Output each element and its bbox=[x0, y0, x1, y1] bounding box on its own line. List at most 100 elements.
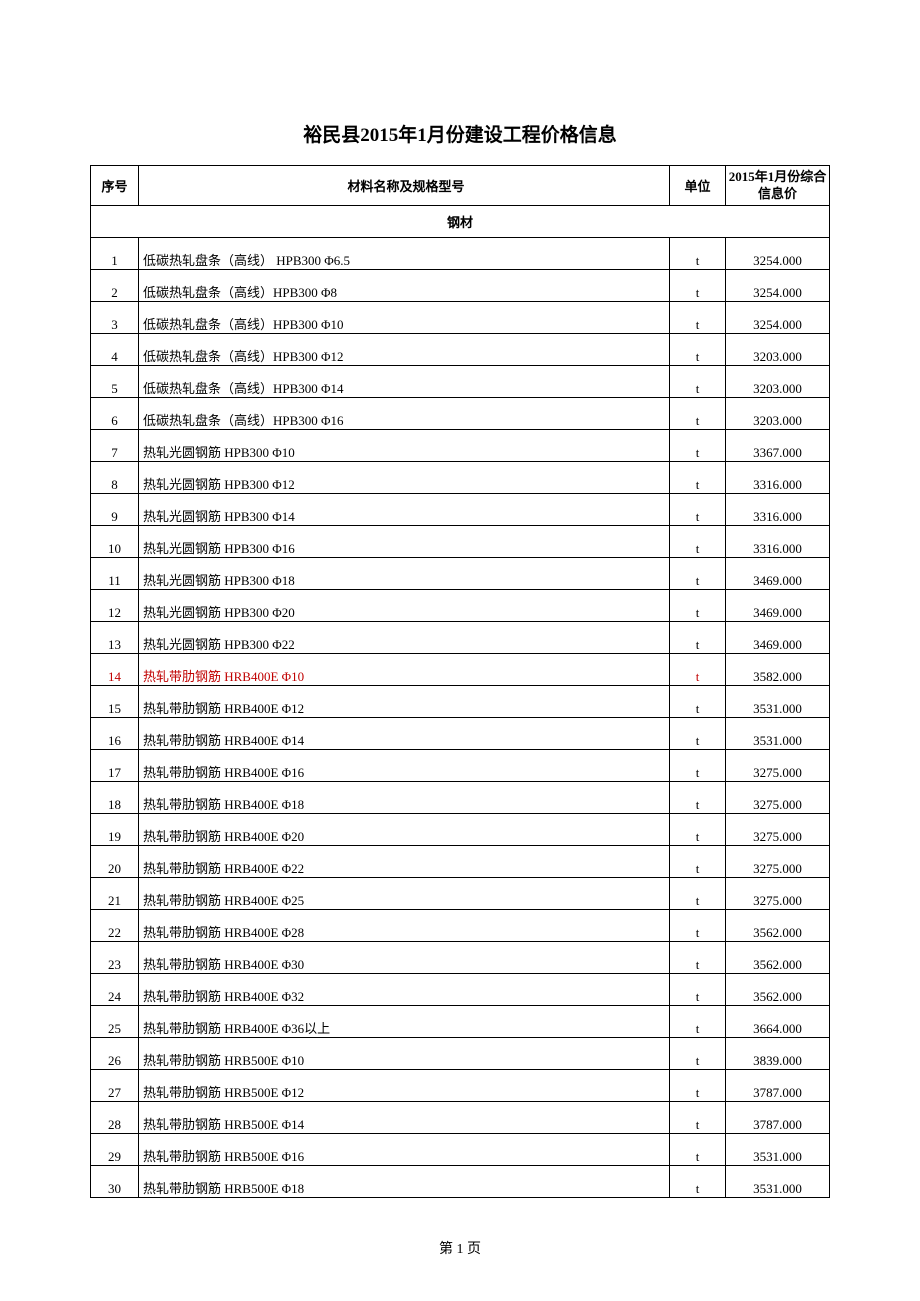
cell-unit: t bbox=[670, 1070, 726, 1102]
cell-unit: t bbox=[670, 238, 726, 270]
cell-unit: t bbox=[670, 270, 726, 302]
cell-seq: 3 bbox=[91, 302, 139, 334]
cell-unit: t bbox=[670, 1134, 726, 1166]
cell-seq: 15 bbox=[91, 686, 139, 718]
table-row: 30热轧带肋钢筋 HRB500E Φ18t3531.000 bbox=[91, 1166, 830, 1198]
cell-seq: 5 bbox=[91, 366, 139, 398]
table-row: 16热轧带肋钢筋 HRB400E Φ14t3531.000 bbox=[91, 718, 830, 750]
table-row: 10热轧光圆钢筋 HPB300 Φ16t3316.000 bbox=[91, 526, 830, 558]
cell-unit: t bbox=[670, 942, 726, 974]
cell-seq: 11 bbox=[91, 558, 139, 590]
table-row: 22热轧带肋钢筋 HRB400E Φ28t3562.000 bbox=[91, 910, 830, 942]
price-table: 序号 材料名称及规格型号 单位 2015年1月份综合信息价 钢材 1低碳热轧盘条… bbox=[90, 165, 830, 1198]
cell-name: 热轧光圆钢筋 HPB300 Φ22 bbox=[139, 622, 670, 654]
cell-seq: 7 bbox=[91, 430, 139, 462]
cell-price: 3839.000 bbox=[726, 1038, 830, 1070]
cell-unit: t bbox=[670, 686, 726, 718]
cell-seq: 9 bbox=[91, 494, 139, 526]
cell-unit: t bbox=[670, 590, 726, 622]
cell-name: 热轧带肋钢筋 HRB500E Φ14 bbox=[139, 1102, 670, 1134]
cell-seq: 30 bbox=[91, 1166, 139, 1198]
table-row: 6低碳热轧盘条（高线）HPB300 Φ16t3203.000 bbox=[91, 398, 830, 430]
table-row: 20热轧带肋钢筋 HRB400E Φ22t3275.000 bbox=[91, 846, 830, 878]
cell-seq: 17 bbox=[91, 750, 139, 782]
page-title: 裕民县2015年1月份建设工程价格信息 bbox=[90, 120, 830, 147]
cell-price: 3531.000 bbox=[726, 686, 830, 718]
cell-seq: 22 bbox=[91, 910, 139, 942]
cell-seq: 21 bbox=[91, 878, 139, 910]
cell-price: 3203.000 bbox=[726, 334, 830, 366]
table-row: 17热轧带肋钢筋 HRB400E Φ16t3275.000 bbox=[91, 750, 830, 782]
header-unit: 单位 bbox=[670, 166, 726, 206]
cell-name: 热轧带肋钢筋 HRB400E Φ16 bbox=[139, 750, 670, 782]
section-header: 钢材 bbox=[91, 206, 830, 238]
cell-name: 热轧带肋钢筋 HRB400E Φ25 bbox=[139, 878, 670, 910]
cell-price: 3562.000 bbox=[726, 974, 830, 1006]
cell-price: 3531.000 bbox=[726, 1134, 830, 1166]
table-row: 8热轧光圆钢筋 HPB300 Φ12t3316.000 bbox=[91, 462, 830, 494]
cell-unit: t bbox=[670, 366, 726, 398]
table-row: 3低碳热轧盘条（高线）HPB300 Φ10t3254.000 bbox=[91, 302, 830, 334]
cell-price: 3275.000 bbox=[726, 846, 830, 878]
cell-seq: 25 bbox=[91, 1006, 139, 1038]
table-row: 5低碳热轧盘条（高线）HPB300 Φ14t3203.000 bbox=[91, 366, 830, 398]
cell-unit: t bbox=[670, 654, 726, 686]
header-seq: 序号 bbox=[91, 166, 139, 206]
cell-name: 热轧带肋钢筋 HRB400E Φ10 bbox=[139, 654, 670, 686]
cell-price: 3469.000 bbox=[726, 558, 830, 590]
table-row: 24热轧带肋钢筋 HRB400E Φ32t3562.000 bbox=[91, 974, 830, 1006]
cell-name: 热轧光圆钢筋 HPB300 Φ14 bbox=[139, 494, 670, 526]
table-row: 15热轧带肋钢筋 HRB400E Φ12t3531.000 bbox=[91, 686, 830, 718]
cell-unit: t bbox=[670, 878, 726, 910]
table-row: 26热轧带肋钢筋 HRB500E Φ10t3839.000 bbox=[91, 1038, 830, 1070]
table-row: 21热轧带肋钢筋 HRB400E Φ25t3275.000 bbox=[91, 878, 830, 910]
section-header-row: 钢材 bbox=[91, 206, 830, 238]
cell-price: 3787.000 bbox=[726, 1102, 830, 1134]
cell-seq: 18 bbox=[91, 782, 139, 814]
cell-price: 3203.000 bbox=[726, 366, 830, 398]
cell-seq: 16 bbox=[91, 718, 139, 750]
cell-name: 低碳热轧盘条（高线）HPB300 Φ10 bbox=[139, 302, 670, 334]
cell-name: 低碳热轧盘条（高线）HPB300 Φ12 bbox=[139, 334, 670, 366]
cell-name: 低碳热轧盘条（高线）HPB300 Φ14 bbox=[139, 366, 670, 398]
cell-name: 热轧带肋钢筋 HRB500E Φ16 bbox=[139, 1134, 670, 1166]
cell-unit: t bbox=[670, 1006, 726, 1038]
cell-price: 3254.000 bbox=[726, 270, 830, 302]
cell-name: 低碳热轧盘条（高线）HPB300 Φ16 bbox=[139, 398, 670, 430]
cell-seq: 19 bbox=[91, 814, 139, 846]
cell-price: 3562.000 bbox=[726, 942, 830, 974]
cell-price: 3275.000 bbox=[726, 878, 830, 910]
cell-unit: t bbox=[670, 718, 726, 750]
cell-seq: 1 bbox=[91, 238, 139, 270]
cell-price: 3469.000 bbox=[726, 622, 830, 654]
cell-seq: 10 bbox=[91, 526, 139, 558]
cell-price: 3787.000 bbox=[726, 1070, 830, 1102]
table-row: 14热轧带肋钢筋 HRB400E Φ10t3582.000 bbox=[91, 654, 830, 686]
cell-price: 3316.000 bbox=[726, 462, 830, 494]
cell-unit: t bbox=[670, 558, 726, 590]
cell-price: 3531.000 bbox=[726, 1166, 830, 1198]
cell-price: 3531.000 bbox=[726, 718, 830, 750]
cell-name: 热轧带肋钢筋 HRB500E Φ18 bbox=[139, 1166, 670, 1198]
cell-unit: t bbox=[670, 398, 726, 430]
cell-name: 热轧光圆钢筋 HPB300 Φ10 bbox=[139, 430, 670, 462]
cell-seq: 2 bbox=[91, 270, 139, 302]
cell-unit: t bbox=[670, 302, 726, 334]
cell-seq: 20 bbox=[91, 846, 139, 878]
cell-seq: 6 bbox=[91, 398, 139, 430]
cell-unit: t bbox=[670, 1102, 726, 1134]
cell-unit: t bbox=[670, 782, 726, 814]
cell-price: 3562.000 bbox=[726, 910, 830, 942]
cell-name: 热轧带肋钢筋 HRB400E Φ12 bbox=[139, 686, 670, 718]
page-footer: 第 1 页 bbox=[90, 1238, 830, 1258]
cell-unit: t bbox=[670, 622, 726, 654]
cell-seq: 12 bbox=[91, 590, 139, 622]
cell-name: 热轧带肋钢筋 HRB500E Φ12 bbox=[139, 1070, 670, 1102]
cell-name: 热轧带肋钢筋 HRB400E Φ32 bbox=[139, 974, 670, 1006]
header-price: 2015年1月份综合信息价 bbox=[726, 166, 830, 206]
cell-name: 热轧带肋钢筋 HRB400E Φ22 bbox=[139, 846, 670, 878]
cell-name: 热轧光圆钢筋 HPB300 Φ12 bbox=[139, 462, 670, 494]
cell-unit: t bbox=[670, 334, 726, 366]
cell-unit: t bbox=[670, 462, 726, 494]
cell-name: 热轧带肋钢筋 HRB400E Φ20 bbox=[139, 814, 670, 846]
